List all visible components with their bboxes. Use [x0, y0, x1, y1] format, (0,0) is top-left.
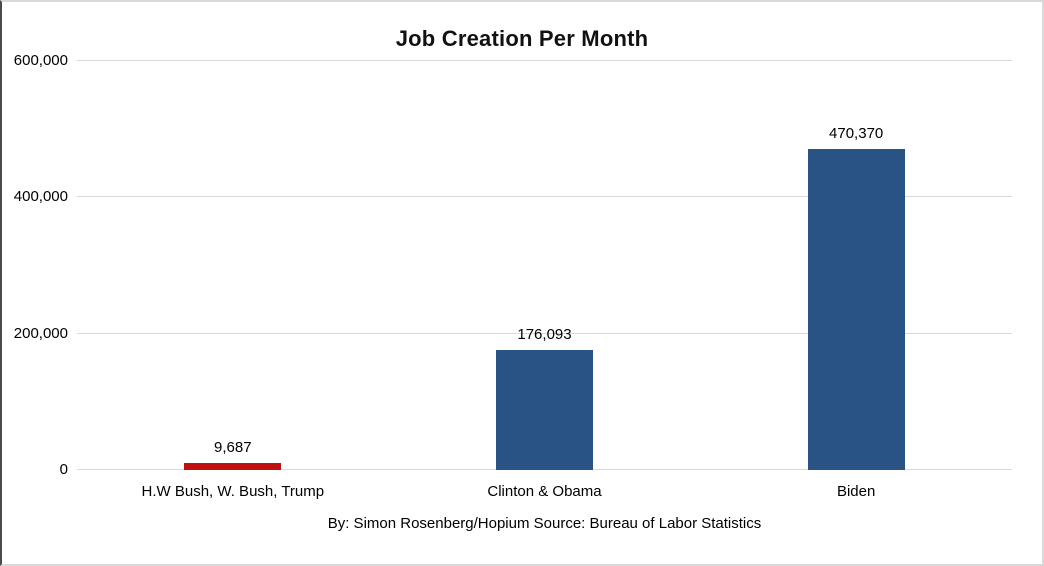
chart-source-caption: By: Simon Rosenberg/Hopium Source: Burea…	[327, 515, 762, 532]
x-axis-label-clinton-obama: Clinton & Obama	[487, 483, 602, 500]
gridline-400-000	[77, 196, 1012, 198]
plot-area: 0 200,000 400,000 600,000 9,687 H.W Bush, W. …	[14, 53, 1012, 500]
gridline-200-000	[77, 332, 1012, 334]
bar-h-w-bush-w-bush-trump	[184, 463, 282, 470]
y-tick-label-600-000: 600,000	[13, 52, 68, 69]
y-tick-label-200-000: 200,000	[13, 324, 68, 342]
chart-title: Job Creation Per Month	[395, 26, 649, 51]
x-axis-label-h-w-bush-w-bush-trump: H.W Bush, W. Bush, Trump	[141, 483, 325, 500]
value-label-h-w-bush-w-bush-trump: 9,687	[214, 439, 252, 457]
bar-clinton-obama	[496, 349, 593, 470]
value-label-clinton-obama: 176,093	[517, 325, 572, 343]
x-axis-label-biden: Biden	[836, 483, 876, 500]
y-tick-label-400-000: 400,000	[13, 188, 68, 206]
bar-biden	[807, 149, 905, 470]
value-label-biden: 470,370	[829, 125, 884, 143]
y-tick-label-0: 0	[59, 461, 68, 478]
gridline-600-000	[77, 60, 1012, 61]
